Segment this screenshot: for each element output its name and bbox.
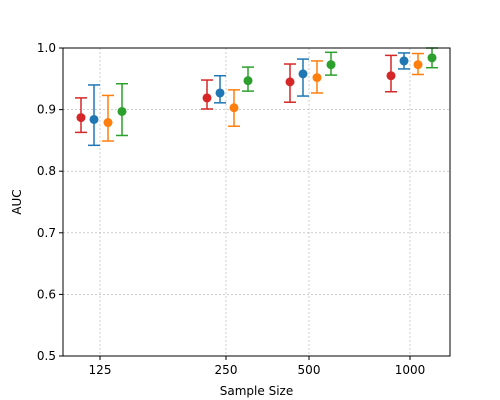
data-point: [89, 114, 99, 124]
data-point: [215, 88, 225, 98]
data-point: [202, 93, 212, 103]
x-tick-label: 250: [215, 363, 238, 377]
y-tick-label: 1.0: [37, 41, 56, 55]
x-axis-label: Sample Size: [220, 384, 293, 398]
data-point: [386, 71, 396, 81]
data-point: [298, 69, 308, 79]
series-2: [102, 52, 424, 142]
y-tick-label: 0.9: [37, 103, 56, 117]
y-tick-label: 0.8: [37, 164, 56, 178]
data-point: [285, 77, 295, 87]
gridlines: [63, 47, 450, 357]
data-layer: [75, 47, 438, 147]
y-tick-label: 0.7: [37, 226, 56, 240]
x-tick-label: 1000: [395, 363, 426, 377]
data-point: [312, 73, 322, 83]
plot-frame: [62, 47, 451, 357]
series-0: [75, 54, 397, 134]
y-axis-label: AUC: [10, 189, 24, 214]
data-point: [229, 103, 239, 113]
y-tick-label: 0.6: [37, 287, 56, 301]
data-point: [103, 118, 113, 128]
x-tick-label: 125: [89, 363, 112, 377]
x-tick-label: 500: [298, 363, 321, 377]
data-point: [76, 113, 86, 123]
data-point: [413, 60, 423, 70]
series-1: [88, 52, 410, 147]
data-point: [117, 106, 127, 116]
y-tick-label: 0.5: [37, 349, 56, 363]
series-3: [116, 47, 438, 137]
data-point: [399, 56, 409, 66]
data-point: [427, 53, 437, 63]
data-point: [326, 60, 336, 70]
data-point: [243, 76, 253, 86]
axis-ticks: 0.5 0.6 0.7 0.8 0.9 1.0 125 250 500 1000: [37, 41, 425, 377]
